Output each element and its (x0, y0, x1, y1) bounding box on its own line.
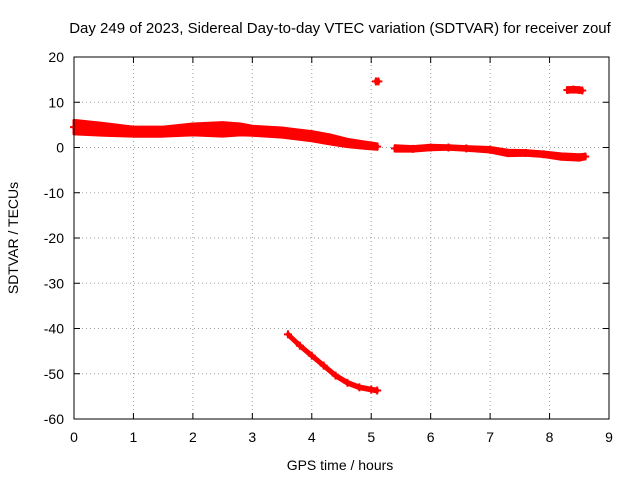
x-tick-label: 4 (308, 429, 316, 445)
y-tick-label: -60 (44, 411, 64, 427)
x-axis-label: GPS time / hours (287, 457, 394, 473)
data-point (374, 77, 383, 86)
data-point (295, 341, 304, 350)
x-tick-label: 9 (605, 429, 613, 445)
data-point (307, 132, 316, 141)
x-tick-label: 2 (189, 429, 197, 445)
data-point (539, 150, 548, 159)
data-point (236, 125, 245, 134)
series-band (72, 118, 379, 151)
data-point (581, 152, 590, 161)
series-arc-4 (371, 77, 383, 86)
y-tick-label: -20 (44, 230, 64, 246)
data-point (521, 148, 530, 157)
data-point (557, 152, 566, 161)
data-point (278, 128, 287, 137)
data-point (361, 141, 370, 150)
data-point (129, 127, 138, 136)
data-area (70, 77, 590, 395)
grid (74, 57, 609, 419)
data-point (503, 148, 512, 157)
data-point (319, 361, 328, 370)
data-point (343, 138, 352, 147)
y-axis-label: SDTVAR / TECUs (5, 182, 21, 294)
chart-title: Day 249 of 2023, Sidereal Day-to-day VTE… (69, 20, 611, 37)
data-point (578, 86, 587, 95)
data-point (331, 371, 340, 380)
y-tick-label: -50 (44, 366, 64, 382)
data-point (99, 125, 108, 134)
data-point (486, 145, 495, 154)
series-arc-1 (70, 118, 382, 151)
data-point (444, 143, 453, 152)
data-point (343, 378, 352, 387)
y-tick-label: 20 (48, 49, 64, 65)
x-tick-label: 7 (486, 429, 494, 445)
x-tick-label: 0 (70, 429, 78, 445)
series-arc-2 (391, 143, 590, 162)
data-point (408, 144, 417, 153)
data-point (373, 142, 382, 151)
data-point (188, 125, 197, 134)
data-point (218, 125, 227, 134)
y-tick-label: -40 (44, 321, 64, 337)
series-band (286, 331, 379, 394)
y-tick-label: 0 (56, 140, 64, 156)
data-point (373, 386, 382, 395)
x-tick-label: 3 (248, 429, 256, 445)
y-tick-label: 10 (48, 94, 64, 110)
x-tick-label: 1 (130, 429, 138, 445)
series-arc-5 (563, 85, 587, 95)
data-point (391, 144, 399, 153)
x-tick-label: 8 (546, 429, 554, 445)
data-point (462, 144, 471, 153)
data-point (248, 126, 257, 135)
data-point (284, 330, 292, 339)
y-tick-label: -30 (44, 275, 64, 291)
y-tick-label: -10 (44, 185, 64, 201)
data-point (355, 383, 364, 392)
x-tick-label: 6 (427, 429, 435, 445)
data-point (159, 127, 168, 136)
series-arc-3 (284, 330, 382, 395)
axis-ticks: 0 1 2 3 4 5 6 7 8 9 -60 -50 -40 -30 -20 -10 0 10 20 (44, 49, 613, 445)
data-point (307, 351, 316, 360)
x-tick-label: 5 (367, 429, 375, 445)
data-point (325, 135, 334, 144)
data-point (426, 143, 435, 152)
series-line (286, 332, 380, 393)
